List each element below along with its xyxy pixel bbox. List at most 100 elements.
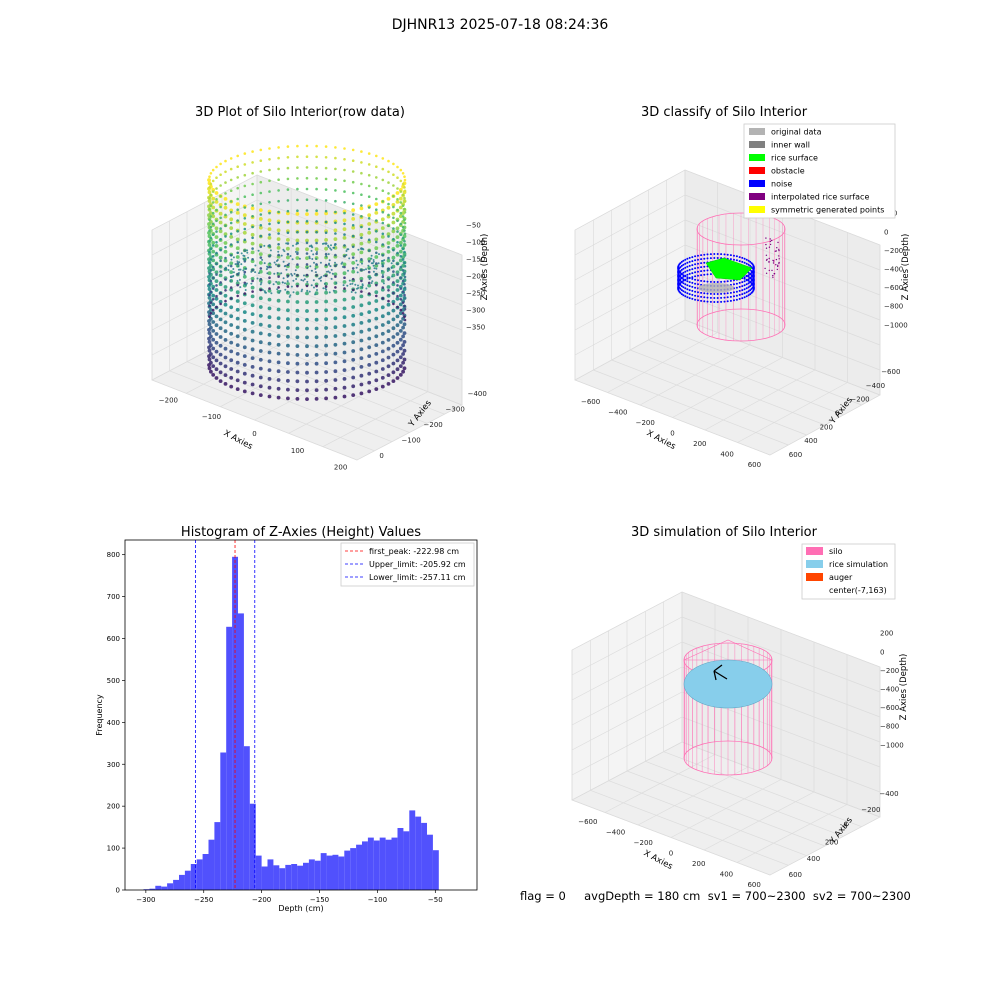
legend-label: rice surface — [771, 154, 818, 163]
data-point — [352, 170, 355, 173]
data-point — [215, 176, 218, 179]
noise-point — [713, 281, 715, 283]
x-axis-label: X Axies — [222, 428, 255, 452]
noise-point — [746, 259, 748, 261]
data-point — [277, 299, 281, 303]
data-point — [392, 206, 395, 209]
data-point — [396, 244, 400, 248]
data-point — [230, 297, 233, 300]
data-point — [311, 250, 313, 252]
data-point — [259, 367, 263, 371]
legend: first_peak: -222.98 cmUpper_limit: -205.… — [341, 543, 474, 586]
noise-point — [703, 266, 705, 268]
data-point — [259, 323, 263, 327]
z-tick-label: −1000 — [884, 321, 908, 329]
data-point — [403, 186, 406, 189]
data-point — [251, 226, 254, 229]
data-point — [305, 344, 309, 348]
data-point — [324, 283, 326, 285]
data-point — [296, 188, 299, 191]
x-tick-label: −100 — [202, 413, 221, 421]
data-point — [277, 281, 281, 285]
data-point — [343, 287, 346, 290]
data-point — [210, 247, 213, 250]
data-point — [387, 267, 390, 270]
data-point — [375, 284, 378, 287]
x-tick-label: −50 — [428, 896, 443, 904]
data-point — [334, 222, 337, 225]
data-point — [392, 335, 396, 339]
noise-point — [748, 286, 750, 288]
data-point — [250, 271, 252, 273]
data-point — [392, 270, 395, 273]
data-point — [297, 242, 299, 244]
noise-point — [691, 272, 693, 274]
noise-point — [746, 279, 748, 281]
data-point — [251, 215, 254, 218]
data-point — [392, 163, 395, 166]
data-point — [324, 300, 328, 304]
data-point — [244, 292, 247, 295]
data-point — [336, 264, 338, 266]
data-point — [368, 239, 371, 242]
noise-point — [727, 292, 729, 294]
noise-point — [700, 254, 702, 256]
data-point — [306, 281, 308, 283]
data-point — [283, 261, 285, 263]
noise-point — [694, 299, 696, 301]
data-point — [400, 298, 403, 301]
data-point — [268, 227, 272, 231]
data-point — [287, 280, 289, 282]
data-point — [343, 359, 347, 363]
data-point — [367, 284, 371, 288]
data-point — [219, 256, 223, 260]
data-point — [241, 252, 243, 254]
noise-point — [694, 267, 696, 269]
data-point — [315, 263, 317, 265]
data-point — [236, 284, 239, 287]
data-point — [300, 279, 302, 281]
data-point — [296, 156, 299, 159]
data-point — [259, 252, 263, 256]
data-point — [244, 228, 247, 231]
data-point — [387, 338, 391, 342]
data-point — [260, 256, 263, 259]
data-point — [334, 189, 337, 192]
data-point — [325, 221, 328, 224]
data-point — [237, 280, 239, 282]
data-point — [392, 370, 396, 374]
noise-point — [717, 301, 719, 303]
data-point — [251, 347, 255, 351]
noise-point — [703, 262, 705, 264]
data-point — [387, 329, 391, 333]
data-point — [402, 183, 405, 186]
data-point — [343, 298, 347, 302]
data-point — [382, 254, 385, 257]
data-point — [287, 285, 290, 288]
data-point — [212, 190, 215, 193]
z-axis-label: Z Axies (Depth) — [480, 234, 490, 301]
data-point — [368, 206, 371, 209]
data-point — [210, 312, 213, 315]
data-point — [251, 183, 254, 186]
data-point — [399, 294, 403, 298]
data-point — [368, 276, 370, 278]
data-point — [399, 373, 403, 377]
data-point — [224, 181, 227, 184]
data-point — [374, 290, 378, 294]
data-point — [233, 256, 235, 258]
data-point — [287, 231, 290, 234]
data-point — [315, 209, 318, 212]
data-point — [215, 323, 219, 327]
noise-point — [724, 253, 726, 255]
data-point — [274, 262, 276, 264]
data-point — [236, 308, 240, 312]
data-point — [325, 199, 328, 202]
data-point — [219, 173, 222, 176]
legend-label: first_peak: -222.98 cm — [369, 547, 459, 556]
x-tick-label: 200 — [693, 440, 706, 448]
data-point — [224, 320, 228, 324]
data-point — [237, 261, 239, 263]
data-point — [244, 195, 247, 198]
data-point — [383, 282, 385, 284]
